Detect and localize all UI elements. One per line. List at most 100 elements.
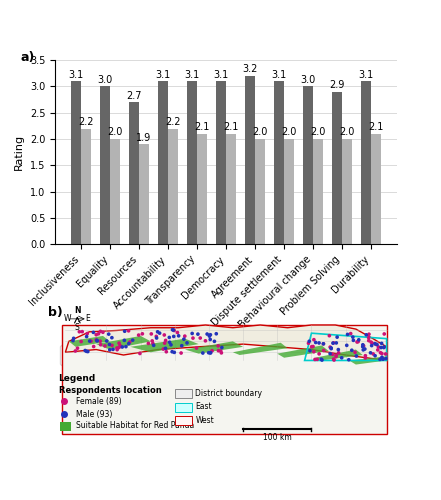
Point	[217, 347, 224, 355]
Point	[381, 330, 388, 338]
Point	[314, 356, 321, 364]
Point	[306, 338, 313, 345]
Point	[213, 330, 220, 338]
Point	[101, 342, 108, 350]
Text: 100 km: 100 km	[263, 432, 292, 442]
Polygon shape	[277, 346, 329, 358]
Point	[377, 344, 385, 351]
Point	[310, 348, 318, 356]
Text: a): a)	[21, 51, 35, 64]
Point	[163, 348, 170, 356]
Point	[382, 350, 389, 358]
Point	[83, 348, 90, 356]
Text: 3.1: 3.1	[359, 70, 374, 80]
Point	[378, 354, 385, 362]
Bar	[168, 128, 178, 244]
Point	[315, 339, 322, 347]
Point	[119, 343, 126, 351]
Point	[359, 341, 366, 349]
Text: Legend: Legend	[59, 374, 96, 383]
Point	[333, 352, 340, 360]
Text: 2.0: 2.0	[281, 128, 297, 138]
Point	[113, 344, 120, 352]
Point	[123, 342, 130, 350]
Point	[125, 327, 132, 335]
Point	[318, 355, 325, 363]
Point	[344, 330, 351, 338]
Bar	[139, 144, 149, 244]
Text: b): b)	[49, 306, 63, 319]
Point	[378, 350, 385, 358]
Point	[116, 342, 123, 349]
Bar	[245, 76, 255, 244]
Polygon shape	[315, 350, 363, 360]
Text: 3.1: 3.1	[155, 70, 171, 80]
Point	[189, 330, 196, 338]
Point	[368, 342, 375, 349]
Point	[126, 338, 133, 346]
Point	[335, 346, 342, 354]
Polygon shape	[131, 338, 198, 352]
Text: Male (93): Male (93)	[76, 410, 112, 419]
Polygon shape	[65, 325, 387, 360]
Point	[355, 338, 362, 345]
Point	[330, 355, 337, 363]
Point	[93, 337, 101, 345]
Point	[149, 337, 156, 345]
Text: 2.7: 2.7	[126, 90, 142, 101]
Point	[106, 346, 113, 354]
Text: 3.0: 3.0	[97, 75, 112, 85]
Point	[365, 336, 372, 344]
Text: Respondents location: Respondents location	[59, 386, 161, 396]
Point	[175, 332, 182, 340]
Point	[93, 330, 100, 338]
Point	[150, 342, 157, 349]
Point	[162, 344, 169, 352]
Point	[70, 336, 77, 344]
Point	[371, 340, 378, 347]
Bar	[129, 102, 139, 245]
Point	[78, 338, 85, 345]
Bar	[226, 134, 236, 244]
Point	[335, 349, 342, 357]
Point	[153, 334, 160, 342]
Point	[320, 340, 327, 348]
Y-axis label: Rating: Rating	[15, 134, 24, 170]
Text: 3.1: 3.1	[213, 70, 228, 80]
Point	[215, 342, 222, 350]
Text: 2.0: 2.0	[252, 128, 268, 138]
Point	[343, 342, 350, 349]
Text: Suitable Habitat for Red Panda: Suitable Habitat for Red Panda	[76, 422, 194, 430]
Point	[97, 340, 104, 348]
Point	[199, 349, 206, 357]
Point	[206, 332, 213, 340]
Point	[330, 339, 337, 347]
Point	[374, 346, 381, 354]
Text: 2.0: 2.0	[310, 128, 326, 138]
Bar	[371, 134, 381, 244]
Point	[168, 341, 175, 349]
Point	[121, 336, 128, 344]
Legend: Male, Female: Male, Female	[60, 346, 181, 365]
Bar	[71, 81, 81, 244]
Point	[306, 347, 314, 355]
Point	[178, 342, 185, 349]
Point	[333, 333, 340, 341]
Point	[93, 336, 100, 344]
Point	[180, 335, 187, 343]
Point	[359, 342, 366, 350]
Text: Female (89): Female (89)	[76, 397, 121, 406]
Point	[90, 328, 97, 336]
Point	[171, 348, 178, 356]
Point	[350, 336, 357, 344]
Bar	[110, 139, 120, 244]
Point	[161, 331, 168, 339]
Point	[372, 340, 379, 348]
Point	[114, 346, 121, 354]
Point	[99, 328, 106, 336]
Text: S: S	[75, 323, 80, 332]
Point	[360, 346, 367, 354]
Point	[205, 348, 212, 356]
FancyBboxPatch shape	[175, 389, 192, 398]
Text: 2.2: 2.2	[165, 117, 181, 127]
